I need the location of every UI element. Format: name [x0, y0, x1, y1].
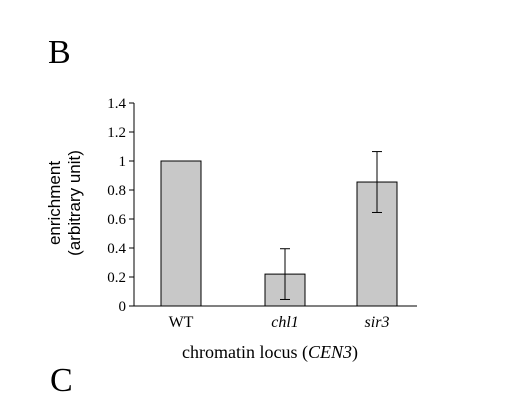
y-tick-label: 1.4	[107, 96, 126, 112]
y-axis-title-line2: (arbitrary unit)	[65, 150, 84, 256]
y-axis-title: enrichment (arbitrary unit)	[45, 150, 84, 256]
y-tick-label: 1	[119, 154, 127, 170]
panel-letter-b: B	[48, 34, 71, 71]
y-tick-label: 0.6	[107, 212, 126, 228]
x-category-label: WT	[169, 314, 194, 331]
panel-letter-c: C	[50, 362, 73, 399]
y-tick-label: 0.4	[107, 241, 126, 257]
bar-WT	[160, 160, 202, 307]
y-tick-label: 0.2	[107, 270, 126, 286]
x-category-label: sir3	[365, 314, 390, 331]
x-axis-title: chromatin locus (CEN3)	[182, 342, 358, 363]
y-tick-label: 0.8	[107, 183, 126, 199]
x-axis-title-prefix: chromatin locus (	[182, 342, 308, 363]
x-axis-title-italic: CEN3	[308, 342, 352, 362]
y-tick-label: 1.2	[107, 125, 126, 141]
x-axis-title-suffix: )	[352, 342, 358, 363]
y-axis-title-line1: enrichment	[45, 161, 64, 245]
y-tick-label: 0	[119, 299, 127, 315]
x-category-label: chl1	[271, 314, 299, 331]
